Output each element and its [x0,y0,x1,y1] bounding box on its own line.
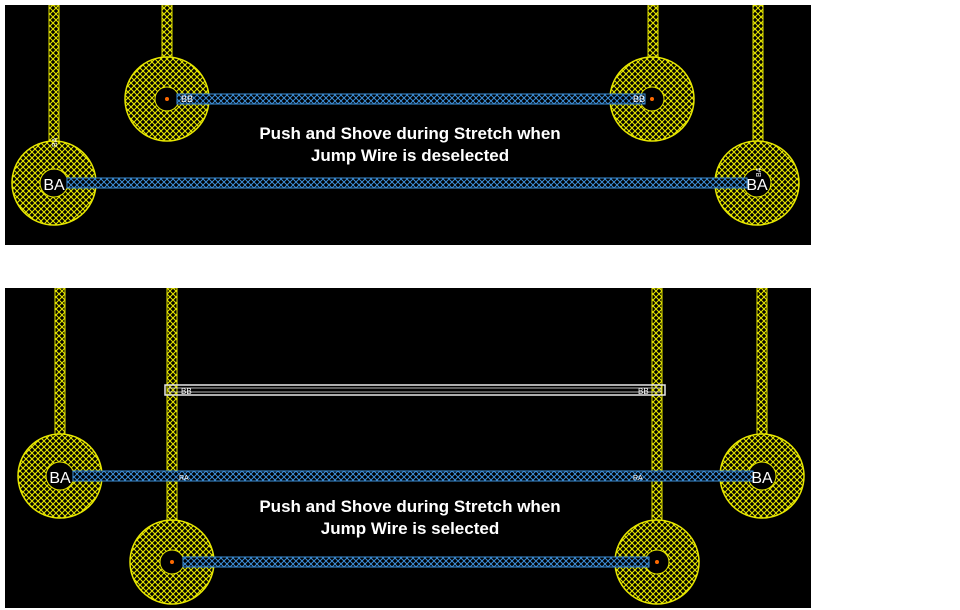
caption-top-line2: Jump Wire is deselected [310,146,510,165]
caption-bottom: Push and Shove during Stretch when Jump … [210,496,610,540]
pcb-canvas-top: BA BA BB BB BA BA [11,5,800,226]
jump-wire[interactable] [164,384,666,396]
trace-tag-right-bottom: RA [633,475,643,482]
caption-bottom-line1: Push and Shove during Stretch when [259,497,561,516]
pad-right-small-bottom[interactable] [614,519,700,605]
pad-left-large-bottom[interactable] [17,433,103,519]
trace-tag-left: BA [52,137,59,147]
blue-trace-lower[interactable] [66,177,748,189]
pad-label-right-small: BB [633,94,645,104]
blue-trace-middle[interactable] [72,470,754,482]
caption-top: Push and Shove during Stretch when Jump … [210,123,610,167]
jump-wire-label-left: BB [181,387,192,396]
jump-wire-label-right: BB [638,387,649,396]
trace-tag-left-bottom: RA [179,475,189,482]
blue-trace-upper[interactable] [176,93,646,105]
blue-trace-bottom[interactable] [182,556,650,568]
pad-label-left-large-bottom: BA [49,470,71,487]
jump-wire-inner [168,387,662,393]
pad-right-small[interactable] [609,56,695,142]
pad-label-right-large-bottom: BA [751,470,773,487]
pad-left-large[interactable] [11,140,97,226]
trace-tag-right: BA [756,167,763,177]
stretch-selected-panel: BA BA BB BB RA RA Push and Shove during … [5,288,811,608]
pcb-canvas-bottom: BA BA BB BB RA RA [17,288,805,605]
pad-label-left-large: BA [43,177,65,194]
pad-label-left-small: BB [181,94,193,104]
pad-label-right-large: BA [746,177,768,194]
caption-bottom-line2: Jump Wire is selected [320,519,500,538]
caption-top-line1: Push and Shove during Stretch when [259,124,561,143]
pad-right-large[interactable] [714,140,800,226]
stretch-deselected-panel: BA BA BB BB BA BA Push and Shove during … [5,5,811,245]
